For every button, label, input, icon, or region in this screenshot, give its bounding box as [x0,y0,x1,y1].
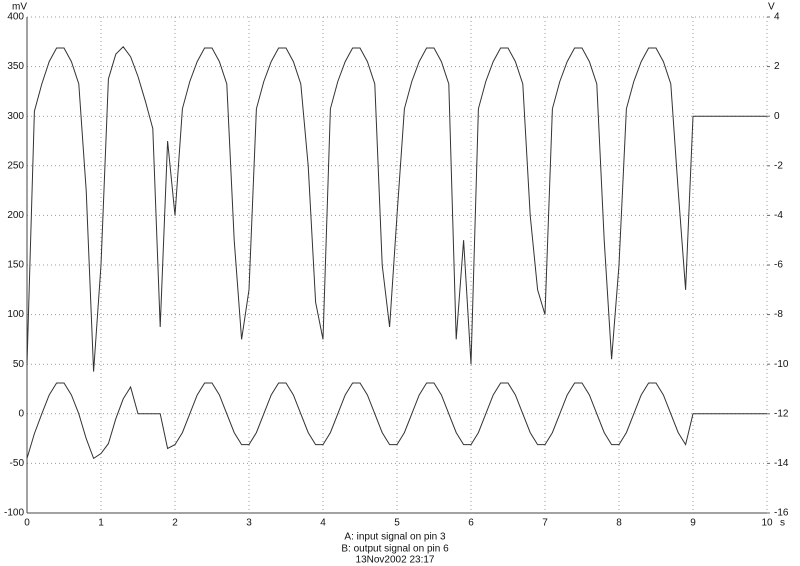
x-tick-label: 6 [468,518,474,529]
y-tick-label: -100 [4,508,24,519]
x-tick-label: 1 [98,518,104,529]
y2-tick-label: 2 [774,61,780,72]
y2-tick-label: -14 [774,458,789,469]
x-tick-label: 5 [394,518,400,529]
y-tick-label: 250 [7,160,24,171]
caption: 13Nov2002 23:17 [356,555,435,566]
x-tick-label: 0 [24,518,30,529]
trace [26,382,767,460]
y-tick-label: 100 [7,309,24,320]
legend-a: A: input signal on pin 3 [344,532,446,543]
y2-tick-label: -12 [774,408,789,419]
y2-tick-label: -10 [774,359,789,370]
y-tick-label: 400 [7,12,24,23]
y-tick-label: 300 [7,111,24,122]
y-tick-label: 350 [7,61,24,72]
y-tick-label: -50 [10,458,25,469]
y2-tick-label: -16 [774,508,789,519]
x-tick-label: 9 [690,518,696,529]
trace [26,46,767,372]
y2-tick-label: -8 [774,309,783,320]
y-axis-unit: mV [12,2,27,13]
y-tick-label: 200 [7,210,24,221]
x-tick-label: 8 [616,518,622,529]
y2-tick-label: -2 [774,160,783,171]
legend-b: B: output signal on pin 6 [341,544,449,555]
x-axis-unit: s [780,518,785,529]
y2-tick-label: 0 [774,111,780,122]
y2-axis-unit: V [768,2,775,13]
y2-tick-label: -4 [774,210,783,221]
x-tick-label: 4 [320,518,326,529]
x-tick-label: 7 [542,518,548,529]
y2-tick-label: -6 [774,260,783,271]
x-tick-label: 10 [761,518,773,529]
y-tick-label: 150 [7,260,24,271]
y-tick-label: 0 [18,408,24,419]
x-tick-label: 2 [172,518,178,529]
y-tick-label: 50 [13,359,25,370]
x-tick-label: 3 [246,518,252,529]
y2-tick-label: 4 [774,12,780,23]
